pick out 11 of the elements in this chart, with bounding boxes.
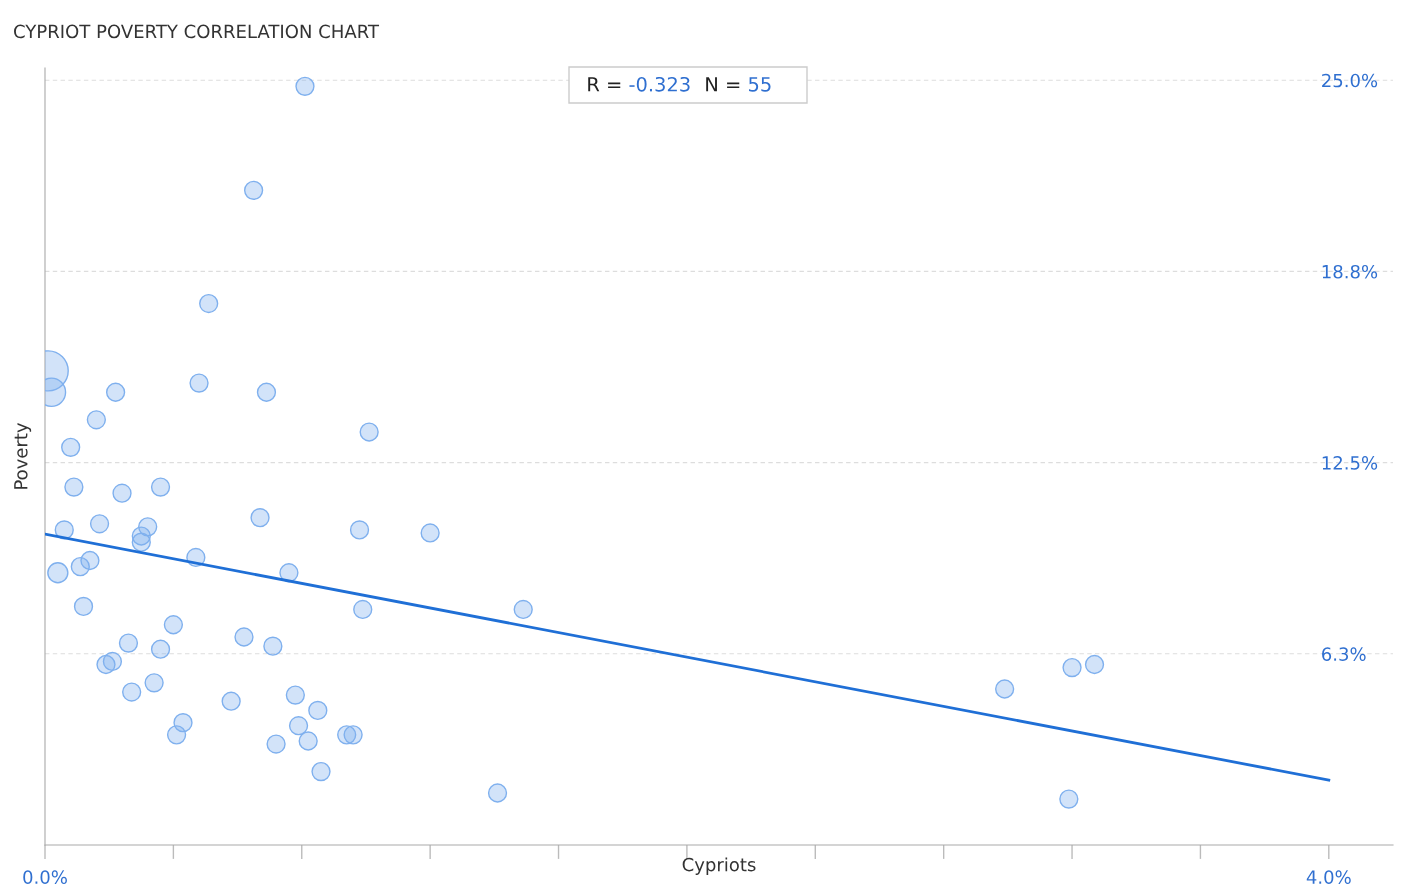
- annotation: N = 55: [706, 77, 771, 92]
- x-tick-label: 4.0%: [1306, 870, 1351, 884]
- annotation: R = -0.323: [588, 76, 690, 92]
- y-tick-label: 18.8%: [1322, 264, 1378, 279]
- chart-title: CYPRIOT POVERTY CORRELATION CHART: [14, 24, 380, 39]
- x-axis-title: Cypriots: [682, 857, 756, 875]
- y-axis-title: Poverty: [14, 422, 32, 489]
- y-tick-label: 12.5%: [1322, 456, 1378, 470]
- y-tick-label: 6.3%: [1322, 647, 1366, 661]
- x-tick-label: 0.0%: [23, 870, 67, 884]
- y-tick-label: 25.0%: [1322, 73, 1378, 88]
